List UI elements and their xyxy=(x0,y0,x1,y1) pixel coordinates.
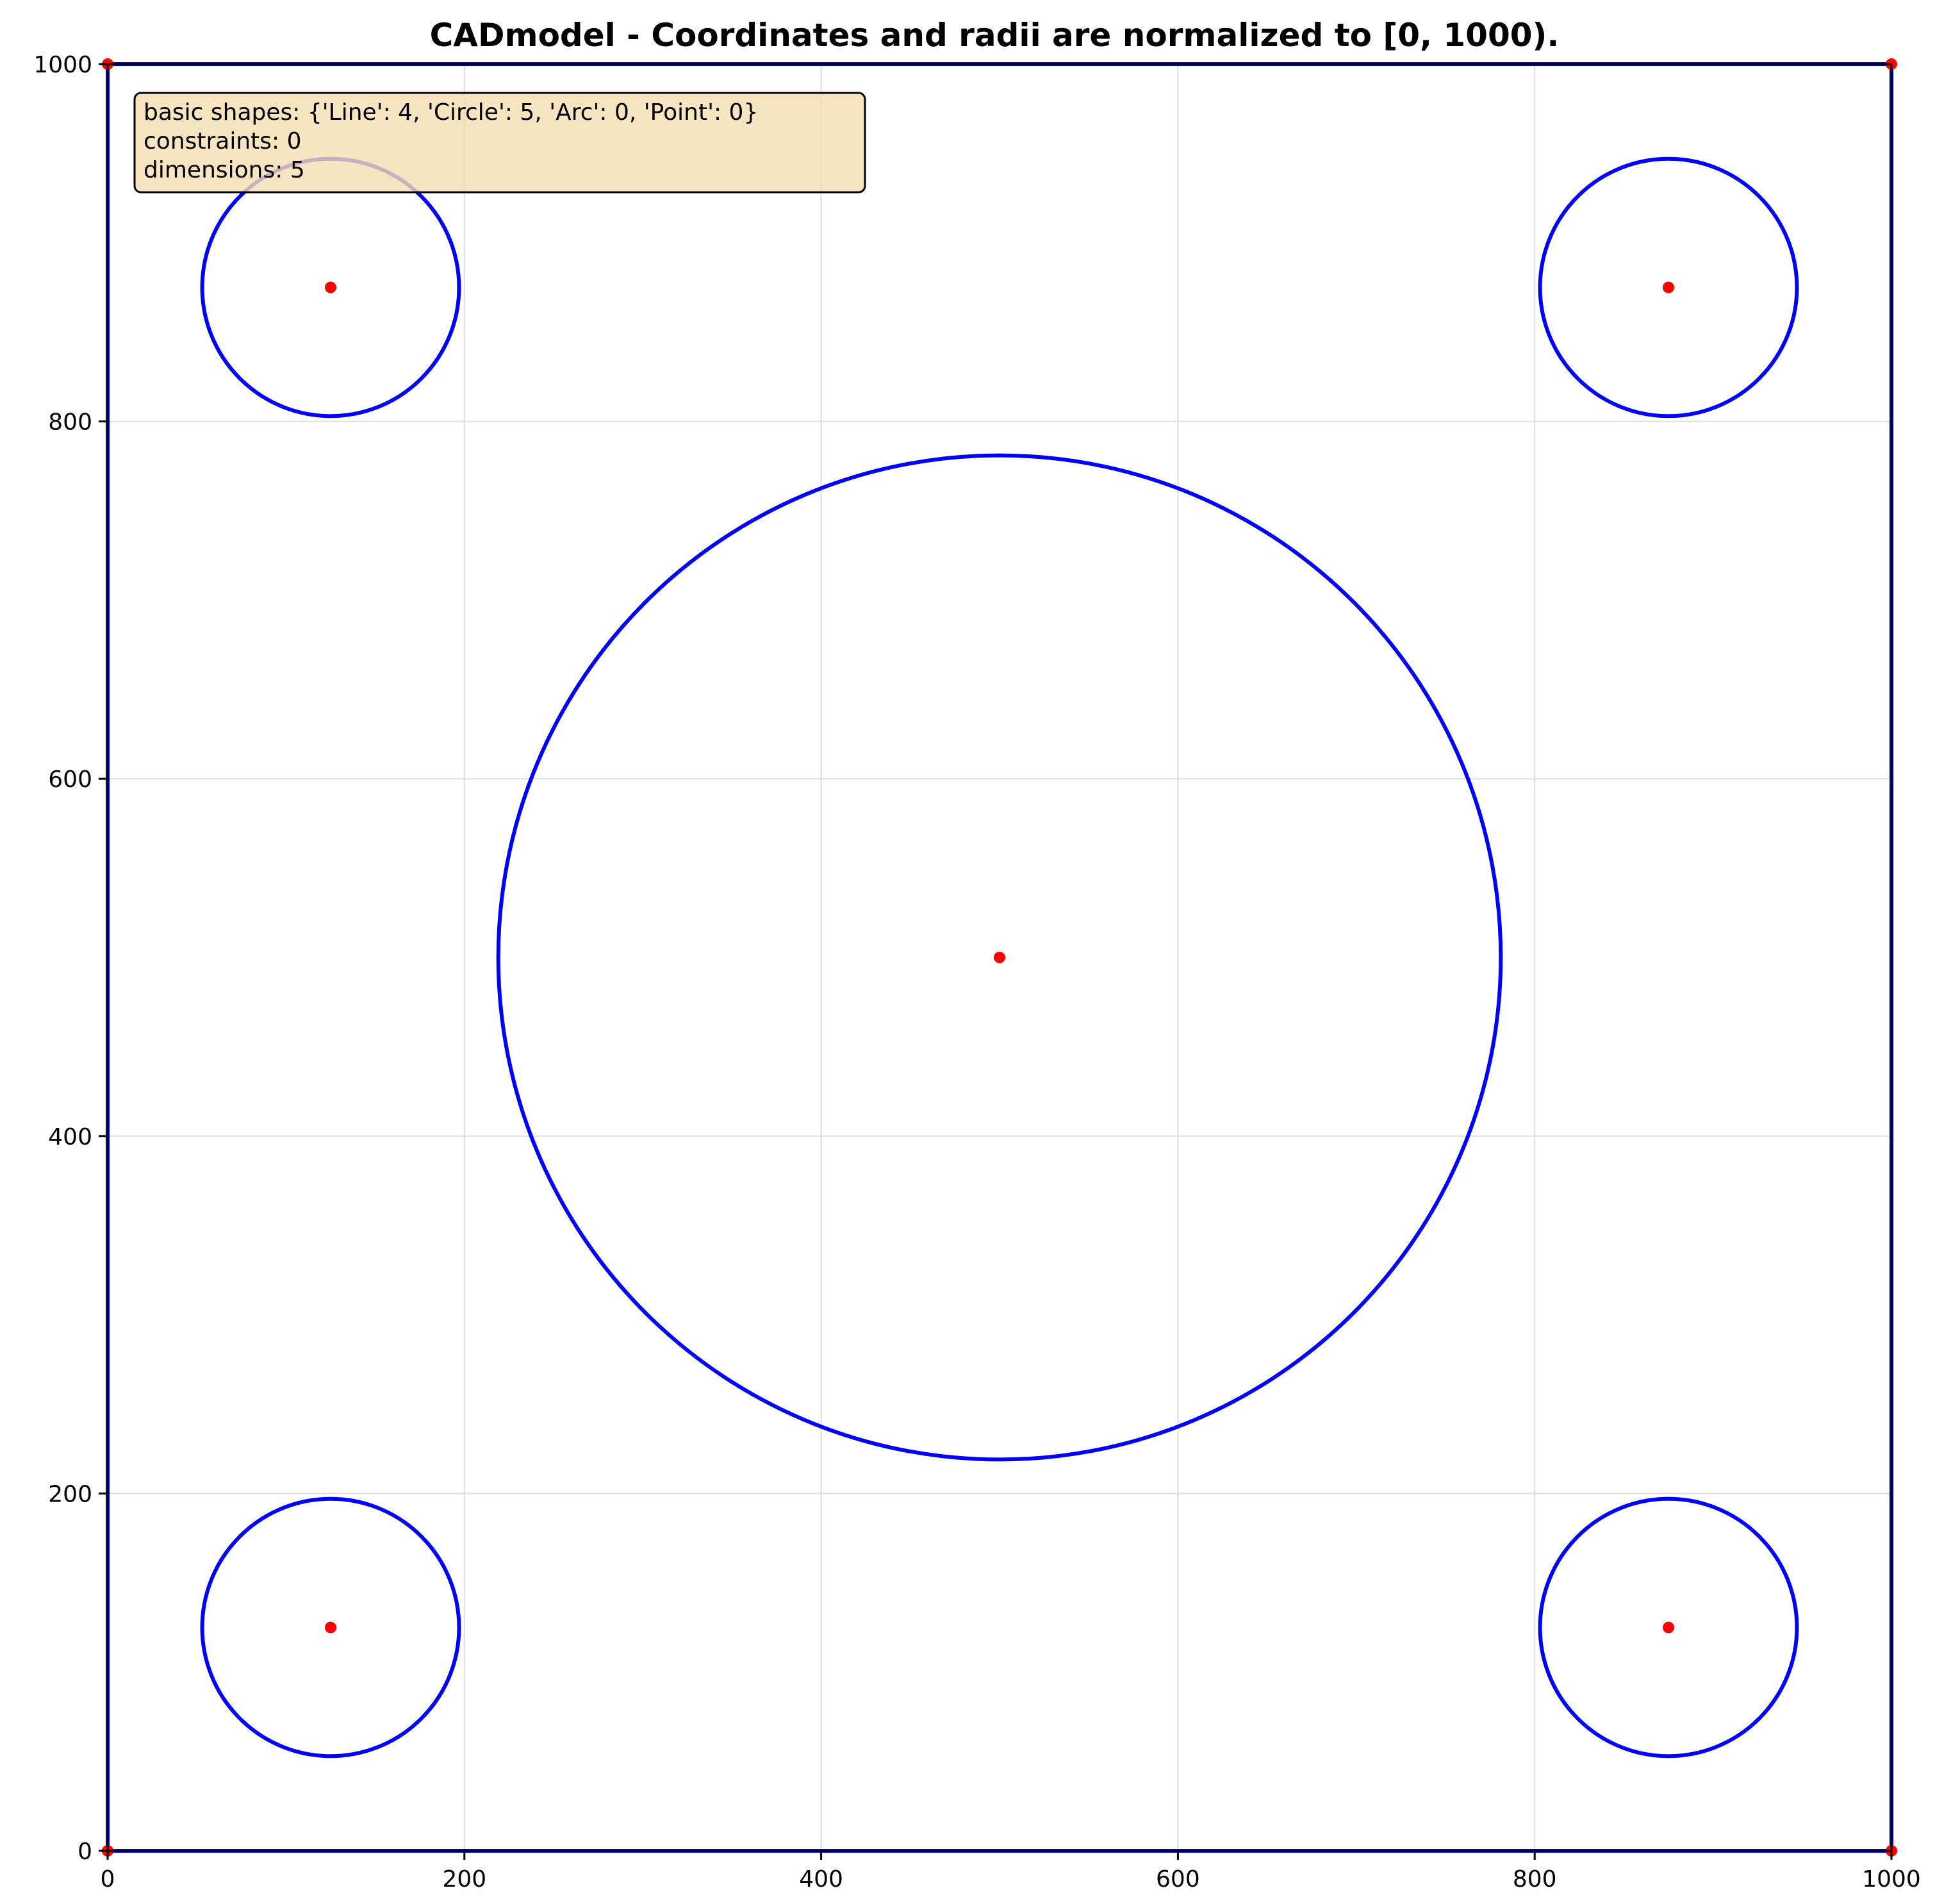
cad-circle xyxy=(1538,1496,1799,1759)
y-tick-label: 600 xyxy=(48,766,92,793)
y-tick-label: 200 xyxy=(48,1481,92,1507)
info-line-constraints: constraints: 0 xyxy=(144,128,302,154)
y-tick-label: 800 xyxy=(48,410,92,436)
x-tick-label: 400 xyxy=(799,1866,843,1892)
cad-point xyxy=(1663,1621,1674,1634)
cad-point xyxy=(325,1621,336,1634)
info-box: basic shapes: {'Line': 4, 'Circle': 5, '… xyxy=(133,92,866,194)
points xyxy=(102,58,1897,1857)
axes-frame xyxy=(106,63,1893,1852)
x-tick-label: 800 xyxy=(1513,1866,1557,1892)
cad-circle xyxy=(200,1496,461,1759)
y-tick-label: 400 xyxy=(48,1124,92,1150)
cad-point xyxy=(994,952,1005,963)
chart-title: CADmodel - Coordinates and radii are nor… xyxy=(430,17,1560,54)
y-tick-label: 1000 xyxy=(33,52,92,78)
cad-circle xyxy=(1538,156,1799,418)
x-tick-label: 600 xyxy=(1156,1866,1200,1892)
x-tick-label: 0 xyxy=(101,1866,115,1892)
y-tick-label: 0 xyxy=(78,1839,92,1865)
cad-circle xyxy=(496,453,1503,1462)
x-tick-label: 1000 xyxy=(1862,1866,1921,1892)
x-tick-label: 200 xyxy=(442,1866,486,1892)
cad-point xyxy=(1663,281,1674,294)
info-line-dimensions: dimensions: 5 xyxy=(144,157,305,183)
cad-point xyxy=(325,281,336,294)
info-line-shapes: basic shapes: {'Line': 4, 'Circle': 5, '… xyxy=(144,99,758,126)
info-box-background xyxy=(133,92,866,194)
axes: 0 200 400 600 800 1000 0 200 400 600 800 1000 xyxy=(33,52,1920,1892)
